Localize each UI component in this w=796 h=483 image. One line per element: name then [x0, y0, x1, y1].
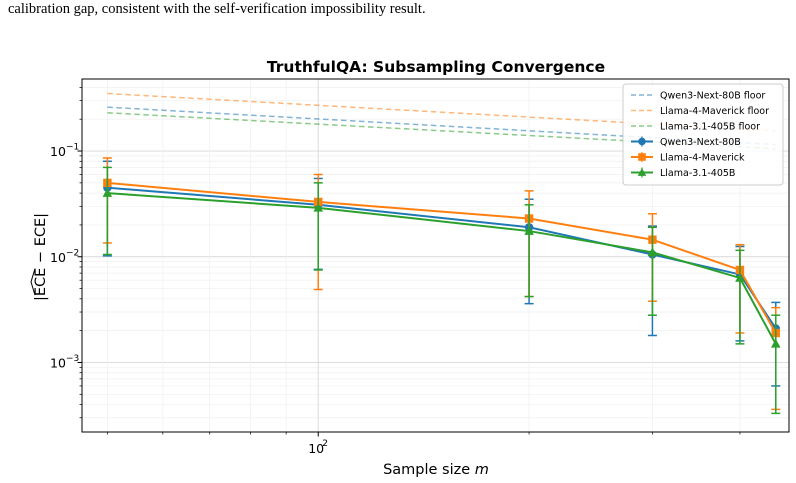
floor-layer	[107, 92, 776, 150]
chart-title: TruthfulQA: Subsampling Convergence	[267, 58, 605, 76]
y-axis-label-hat-term: ECE	[33, 268, 49, 296]
data-point	[102, 188, 113, 197]
legend: Qwen3-Next-80B floor Llama-4-Maverick flo…	[622, 83, 784, 186]
axes-layer	[81, 78, 790, 433]
legend-label: Llama-4-Maverick	[660, 153, 745, 164]
legend-entry-3: Qwen3-Next-80B	[631, 136, 741, 148]
legend-label: Qwen3-Next-80B floor	[660, 91, 765, 102]
x-tick-label: 10	[308, 441, 324, 456]
series-line	[107, 192, 777, 345]
series-layer	[102, 157, 781, 415]
y-tick-label: 10	[50, 144, 66, 159]
legend-label: Llama-4-Maverick floor	[660, 106, 769, 117]
y-axis-label-left: |	[33, 296, 49, 301]
series-line	[107, 186, 777, 329]
data-point	[770, 338, 781, 348]
y-tick-label: 10	[50, 355, 66, 370]
legend-label: Qwen3-Next-80B	[660, 137, 741, 148]
data-point	[524, 226, 534, 235]
legend-entry-1: Llama-4-Maverick floor	[631, 106, 769, 117]
x-tick-exponent: 2	[322, 439, 328, 449]
floor-line-1	[107, 92, 776, 132]
legend-label: Llama-3.1-405B floor	[660, 122, 760, 133]
floor-line-2	[107, 112, 776, 150]
legend-box	[622, 83, 784, 186]
series-line	[107, 181, 777, 334]
legend-entry-4: Llama-4-Maverick	[631, 152, 745, 164]
x-axis-label-text: Sample size	[383, 462, 475, 478]
series-2	[102, 166, 781, 415]
y-axis-label: |ECE − ECE|	[33, 213, 49, 301]
legend-marker	[638, 153, 646, 161]
plot-frame	[81, 78, 790, 433]
y-tick-exponent: −3	[66, 354, 79, 364]
legend-entry-2: Llama-3.1-405B floor	[631, 122, 760, 133]
x-axis-label-variable: m	[475, 462, 489, 478]
series-0	[102, 160, 781, 387]
caption-text: calibration gap, consistent with the sel…	[8, 1, 426, 17]
y-axis-label-hat-mark	[30, 268, 36, 296]
y-tick-label: 10	[50, 250, 66, 265]
y-tick-exponent: −1	[66, 143, 79, 153]
legend-label: Llama-3.1-405B	[660, 168, 735, 179]
data-point	[647, 247, 658, 257]
legend-entry-5: Llama-3.1-405B	[631, 167, 735, 179]
x-axis-label: Sample size m	[383, 462, 489, 478]
legend-entry-0: Qwen3-Next-80B floor	[631, 91, 765, 102]
legend-marker	[638, 137, 646, 146]
data-point	[313, 202, 324, 212]
y-tick-exponent: −2	[66, 248, 79, 258]
floor-line-0	[107, 106, 776, 146]
y-axis-label-rest: − ECE|	[33, 213, 49, 268]
data-point	[735, 272, 745, 282]
legend-marker	[637, 168, 647, 176]
